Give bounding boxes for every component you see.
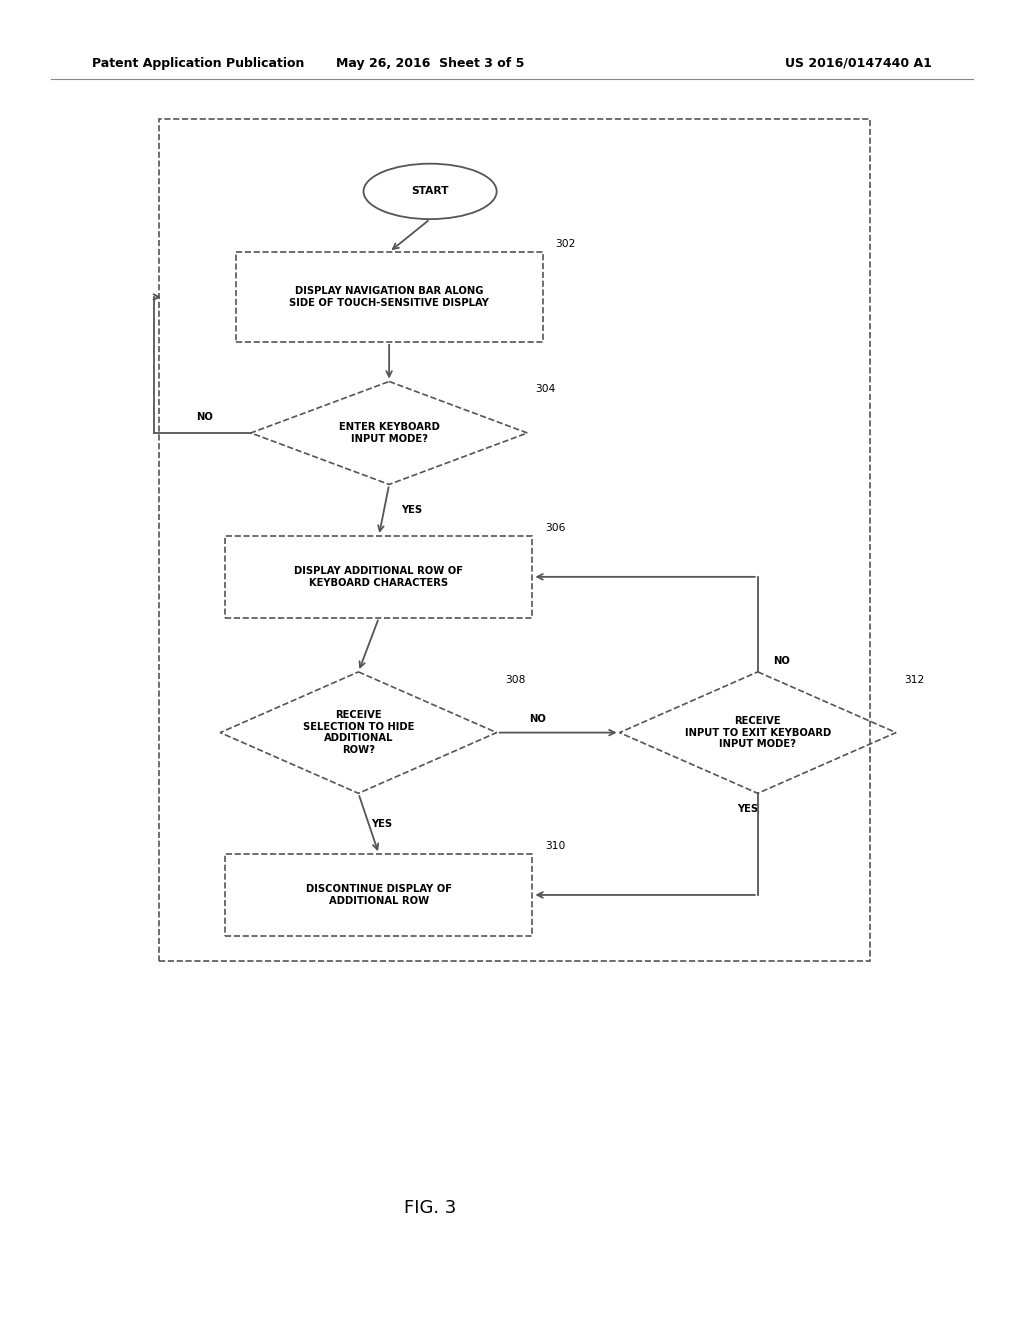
Text: 312: 312 xyxy=(904,675,925,685)
Text: Patent Application Publication: Patent Application Publication xyxy=(92,57,304,70)
Text: DISPLAY ADDITIONAL ROW OF
KEYBOARD CHARACTERS: DISPLAY ADDITIONAL ROW OF KEYBOARD CHARA… xyxy=(294,566,464,587)
Text: NO: NO xyxy=(529,714,546,725)
Text: YES: YES xyxy=(371,818,392,829)
Text: 308: 308 xyxy=(505,675,525,685)
Text: May 26, 2016  Sheet 3 of 5: May 26, 2016 Sheet 3 of 5 xyxy=(336,57,524,70)
Text: DISCONTINUE DISPLAY OF
ADDITIONAL ROW: DISCONTINUE DISPLAY OF ADDITIONAL ROW xyxy=(306,884,452,906)
Text: US 2016/0147440 A1: US 2016/0147440 A1 xyxy=(785,57,932,70)
Text: 310: 310 xyxy=(545,841,565,851)
Text: RECEIVE
INPUT TO EXIT KEYBOARD
INPUT MODE?: RECEIVE INPUT TO EXIT KEYBOARD INPUT MOD… xyxy=(685,715,830,750)
Text: START: START xyxy=(412,186,449,197)
Text: NO: NO xyxy=(773,656,790,667)
Text: YES: YES xyxy=(737,804,758,814)
Text: 302: 302 xyxy=(555,239,575,249)
Text: FIG. 3: FIG. 3 xyxy=(403,1199,457,1217)
Text: YES: YES xyxy=(401,506,423,515)
Text: 306: 306 xyxy=(545,523,565,533)
Text: 304: 304 xyxy=(536,384,556,395)
Text: DISPLAY NAVIGATION BAR ALONG
SIDE OF TOUCH-SENSITIVE DISPLAY: DISPLAY NAVIGATION BAR ALONG SIDE OF TOU… xyxy=(289,286,489,308)
Text: RECEIVE
SELECTION TO HIDE
ADDITIONAL
ROW?: RECEIVE SELECTION TO HIDE ADDITIONAL ROW… xyxy=(303,710,414,755)
Text: ENTER KEYBOARD
INPUT MODE?: ENTER KEYBOARD INPUT MODE? xyxy=(339,422,439,444)
Text: NO: NO xyxy=(197,412,213,422)
